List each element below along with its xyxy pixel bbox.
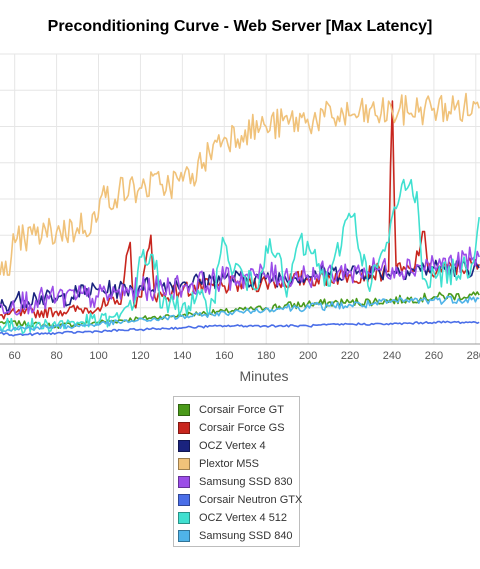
x-tick-label: 60 [9, 350, 21, 362]
legend-label: Corsair Force GS [199, 422, 285, 434]
x-tick-label: 80 [50, 350, 62, 362]
x-tick-label: 120 [131, 350, 149, 362]
legend-item: Samsung SSD 830 [178, 473, 299, 491]
legend-item: OCZ Vertex 4 [178, 437, 299, 455]
legend-swatch [178, 476, 190, 488]
chart-title: Preconditioning Curve - Web Server [Max … [47, 18, 433, 35]
legend-label: Corsair Neutron GTX [199, 494, 303, 506]
series-line [0, 92, 480, 276]
legend-label: OCZ Vertex 4 512 [199, 512, 288, 524]
x-tick-label: 140 [173, 350, 191, 362]
x-tick-label: 180 [257, 350, 275, 362]
legend-label: Plextor M5S [199, 458, 259, 470]
series-line [0, 259, 480, 314]
x-tick-label: 100 [89, 350, 107, 362]
legend-label: Samsung SSD 830 [199, 476, 293, 488]
legend-item: Corsair Force GS [178, 419, 299, 437]
legend-item: Plextor M5S [178, 455, 299, 473]
x-tick-label: 260 [425, 350, 443, 362]
legend-swatch [178, 404, 190, 416]
x-tick-label: 220 [341, 350, 359, 362]
legend-swatch [178, 422, 190, 434]
x-tick-label: 200 [299, 350, 317, 362]
legend-label: Corsair Force GT [199, 404, 284, 416]
legend-item: Samsung SSD 840 [178, 527, 299, 545]
legend-swatch [178, 512, 190, 524]
legend-item: Corsair Force GT [178, 401, 299, 419]
legend-label: Samsung SSD 840 [199, 530, 293, 542]
legend: Corsair Force GT Corsair Force GS OCZ Vert… [173, 396, 303, 547]
x-tick-label: 160 [215, 350, 233, 362]
series-line [0, 246, 480, 316]
x-axis-label: Minutes [239, 368, 289, 384]
legend-swatch [178, 458, 190, 470]
x-tick-label: 280 [467, 350, 480, 362]
series-line [0, 178, 480, 335]
legend-item: Corsair Neutron GTX [178, 491, 303, 509]
series-line [0, 320, 480, 337]
legend-swatch [178, 530, 190, 542]
legend-swatch [178, 440, 190, 452]
legend-item: OCZ Vertex 4 512 [178, 509, 299, 527]
legend-swatch [178, 494, 190, 506]
x-tick-label: 240 [383, 350, 401, 362]
legend-label: OCZ Vertex 4 [199, 440, 266, 452]
series-line [0, 295, 480, 333]
